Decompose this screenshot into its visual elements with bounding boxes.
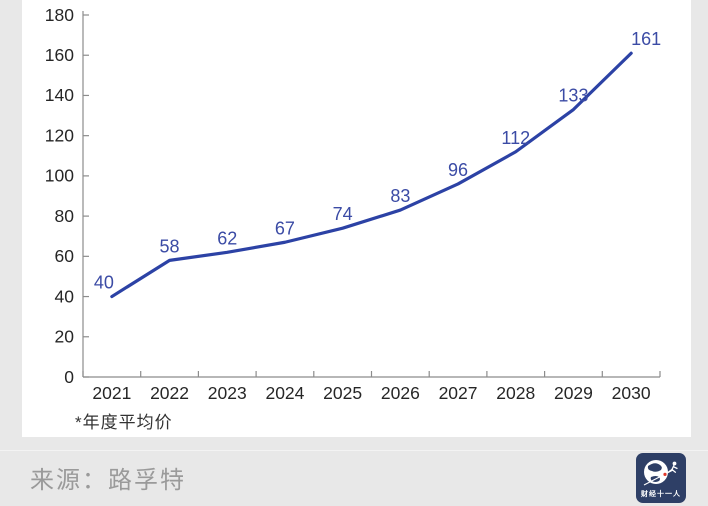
source-label: 来源：路孚特 xyxy=(30,467,186,494)
price-line-chart: 0 20 40 60 80 100 120 140 160 180 2021 2022 2023 2024… xyxy=(45,5,661,403)
data-label: 74 xyxy=(333,204,353,224)
price-line xyxy=(110,51,633,299)
x-axis-label: 2022 xyxy=(150,383,189,403)
x-axis-label: 2027 xyxy=(439,383,478,403)
data-label: 133 xyxy=(558,86,588,106)
y-axis-label: 20 xyxy=(55,327,75,347)
y-axis-label: 120 xyxy=(45,125,74,145)
brand-logo: 财经十一人 xyxy=(636,453,686,503)
data-label: 112 xyxy=(501,128,530,148)
data-label: 161 xyxy=(631,29,661,49)
x-axis-label: 2029 xyxy=(554,383,593,403)
data-label: 58 xyxy=(160,236,180,256)
x-axis-label: 2026 xyxy=(381,383,420,403)
chart-card: 0 20 40 60 80 100 120 140 160 180 2021 2022 2023 2024… xyxy=(22,0,691,437)
logo-text: 财经十一人 xyxy=(641,491,681,498)
y-axis-label: 100 xyxy=(45,166,74,186)
x-axis-label: 2025 xyxy=(323,383,362,403)
y-axis-label: 40 xyxy=(55,286,75,306)
y-axis-label: 60 xyxy=(55,246,75,266)
data-label: 67 xyxy=(275,218,295,238)
x-axis-label: 2023 xyxy=(208,383,247,403)
data-label: 83 xyxy=(390,186,410,206)
x-axis-label: 2021 xyxy=(92,383,131,403)
data-label: 62 xyxy=(217,228,237,248)
axes: 0 20 40 60 80 100 120 140 160 180 2021 2022 2023 2024… xyxy=(45,5,661,403)
y-axis-label: 80 xyxy=(55,206,75,226)
x-axis-label: 2030 xyxy=(612,383,651,403)
globe-runner-icon xyxy=(643,460,678,486)
data-label: 40 xyxy=(94,273,114,293)
data-label: 96 xyxy=(448,160,468,180)
chart-footnote: *年度平均价 xyxy=(75,413,173,432)
y-axis-label: 140 xyxy=(45,85,74,105)
y-axis-label: 180 xyxy=(45,5,74,25)
x-axis-label: 2024 xyxy=(265,383,304,403)
y-axis-label: 0 xyxy=(64,367,74,387)
footer-divider xyxy=(0,450,708,451)
x-axis-label: 2028 xyxy=(496,383,535,403)
y-axis-label: 160 xyxy=(45,45,74,65)
